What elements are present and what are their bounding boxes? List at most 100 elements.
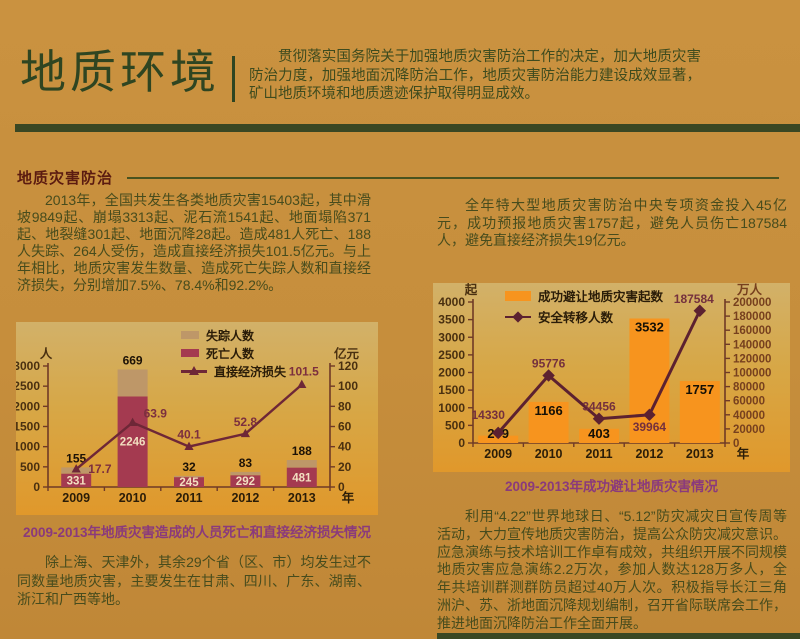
- legend-item-deaths: 死亡人数: [181, 344, 286, 362]
- svg-text:1500: 1500: [16, 420, 40, 434]
- intro-paragraph: 贯彻落实国务院关于加强地质灾害防治工作的决定，加大地质灾害防治力度，加强地面沉降…: [249, 49, 701, 103]
- svg-text:2500: 2500: [438, 348, 465, 362]
- svg-text:20: 20: [338, 460, 352, 474]
- svg-text:2011: 2011: [175, 491, 202, 505]
- svg-text:2010: 2010: [119, 491, 147, 505]
- svg-text:2000: 2000: [438, 366, 465, 380]
- svg-text:人: 人: [40, 346, 53, 361]
- svg-text:245: 245: [179, 477, 199, 489]
- svg-text:188: 188: [292, 444, 312, 458]
- svg-text:3000: 3000: [438, 330, 465, 344]
- svg-text:2000: 2000: [16, 399, 40, 413]
- legend-left: 失踪人数 死亡人数 直接经济损失: [181, 326, 286, 380]
- svg-text:2010: 2010: [535, 447, 563, 461]
- svg-text:481: 481: [292, 472, 312, 484]
- svg-text:80000: 80000: [733, 382, 765, 394]
- loss-line-symbol-icon: [181, 365, 207, 377]
- svg-text:60: 60: [338, 420, 352, 434]
- svg-text:3500: 3500: [438, 313, 465, 327]
- svg-text:500: 500: [20, 460, 40, 474]
- svg-text:60000: 60000: [733, 396, 765, 408]
- svg-text:1166: 1166: [534, 403, 562, 418]
- svg-text:3532: 3532: [635, 319, 664, 334]
- legend-right: 成功避让地质灾害起数 安全转移人数: [505, 285, 663, 327]
- svg-text:2013: 2013: [686, 447, 714, 461]
- header-band: [15, 124, 800, 132]
- legend-item-missing: 失踪人数: [181, 326, 286, 344]
- svg-text:155: 155: [66, 451, 86, 465]
- svg-text:2009: 2009: [62, 491, 90, 505]
- svg-text:年: 年: [342, 490, 355, 505]
- svg-text:403: 403: [588, 426, 610, 441]
- svg-text:2011: 2011: [585, 447, 612, 461]
- svg-text:年: 年: [737, 446, 750, 461]
- svg-text:2009: 2009: [484, 447, 512, 461]
- svg-text:1757: 1757: [685, 382, 714, 397]
- svg-text:63.9: 63.9: [144, 407, 168, 421]
- svg-text:40000: 40000: [733, 410, 765, 422]
- deaths-swatch-icon: [181, 349, 199, 357]
- svg-text:34456: 34456: [582, 400, 616, 414]
- svg-text:0: 0: [338, 480, 345, 494]
- svg-text:2500: 2500: [16, 379, 40, 393]
- right-chart-caption: 2009-2013年成功避让地质灾害情况: [504, 479, 719, 494]
- right-paragraph-2: 利用“4.22”世界地球日、“5.12”防灾减灾日宣传周等活动，大力宣传地质灾害…: [437, 508, 787, 631]
- svg-text:120000: 120000: [733, 353, 771, 365]
- svg-text:0: 0: [33, 480, 40, 494]
- title-divider: [232, 56, 235, 102]
- left-chart-caption: 2009-2013年地质灾害造成的人员死亡和直接经济损失情况: [22, 525, 372, 540]
- svg-text:3000: 3000: [16, 359, 40, 373]
- svg-text:100: 100: [338, 379, 358, 393]
- svg-text:2246: 2246: [120, 437, 146, 449]
- svg-text:101.5: 101.5: [289, 365, 319, 379]
- svg-text:200000: 200000: [733, 297, 771, 309]
- svg-text:160000: 160000: [733, 325, 771, 337]
- svg-text:2012: 2012: [231, 491, 259, 505]
- avoided-disasters-chart: 0500100015002000250030003500400002000040…: [438, 283, 771, 461]
- svg-text:500: 500: [445, 418, 465, 432]
- svg-text:2012: 2012: [635, 447, 663, 461]
- svg-text:0: 0: [733, 438, 739, 450]
- svg-text:起: 起: [464, 283, 478, 297]
- legend-item-avoided: 成功避让地质灾害起数: [505, 285, 663, 306]
- svg-text:4000: 4000: [438, 295, 465, 309]
- relocated-line-symbol-icon: [505, 310, 531, 323]
- svg-text:331: 331: [67, 475, 87, 487]
- svg-text:100000: 100000: [733, 368, 771, 380]
- legend-label: 失踪人数: [206, 328, 255, 343]
- svg-text:120: 120: [338, 359, 358, 373]
- svg-text:1500: 1500: [438, 383, 465, 397]
- legend-label: 死亡人数: [206, 346, 255, 361]
- svg-text:187584: 187584: [674, 292, 714, 306]
- section-rule: [127, 176, 779, 179]
- left-paragraph-2: 除上海、天津外，其余29个省（区、市）均发生过不同数量地质灾害，主要发生在甘肃、…: [17, 554, 371, 608]
- footer-band: [437, 633, 800, 639]
- svg-text:140000: 140000: [733, 339, 771, 351]
- svg-text:1000: 1000: [438, 401, 465, 415]
- svg-text:83: 83: [239, 456, 253, 470]
- casualties-losses-chart: 0 500 1000 1500 2000 2500 3000 0 20 40 60 80 100 120 2…: [16, 346, 360, 505]
- svg-text:180000: 180000: [733, 311, 771, 323]
- page-title: 地质环境: [20, 46, 220, 98]
- section-header: 地质灾害防治: [17, 167, 783, 188]
- svg-text:1000: 1000: [16, 440, 40, 454]
- svg-text:0: 0: [458, 436, 465, 450]
- svg-text:2013: 2013: [288, 491, 316, 505]
- svg-text:20000: 20000: [733, 424, 765, 436]
- chart-avoided-disasters: 成功避让地质灾害起数 安全转移人数 0 500 1000 1500 2000 2500 30…: [433, 283, 790, 472]
- legend-label: 直接经济损失: [214, 364, 287, 379]
- section-title: 地质灾害防治: [17, 170, 114, 187]
- svg-text:292: 292: [236, 476, 255, 488]
- svg-text:669: 669: [123, 353, 143, 367]
- svg-text:39964: 39964: [633, 420, 667, 434]
- chart-casualties-losses: 失踪人数 死亡人数 直接经济损失 0 500 1000 1500 2000 2500 300…: [16, 322, 378, 515]
- legend-item-relocated: 安全转移人数: [505, 306, 663, 327]
- right-paragraph-1: 全年特大型地质灾害防治中央专项资金投入45亿元，成功预报地质灾害1757起，避免…: [437, 197, 787, 249]
- legend-item-economic-loss: 直接经济损失: [181, 362, 286, 380]
- missing-swatch-icon: [181, 331, 199, 339]
- legend-label: 成功避让地质灾害起数: [538, 290, 664, 304]
- svg-text:亿元: 亿元: [334, 346, 360, 361]
- svg-text:40: 40: [338, 440, 352, 454]
- legend-label: 安全转移人数: [538, 311, 614, 325]
- svg-text:95776: 95776: [532, 356, 566, 370]
